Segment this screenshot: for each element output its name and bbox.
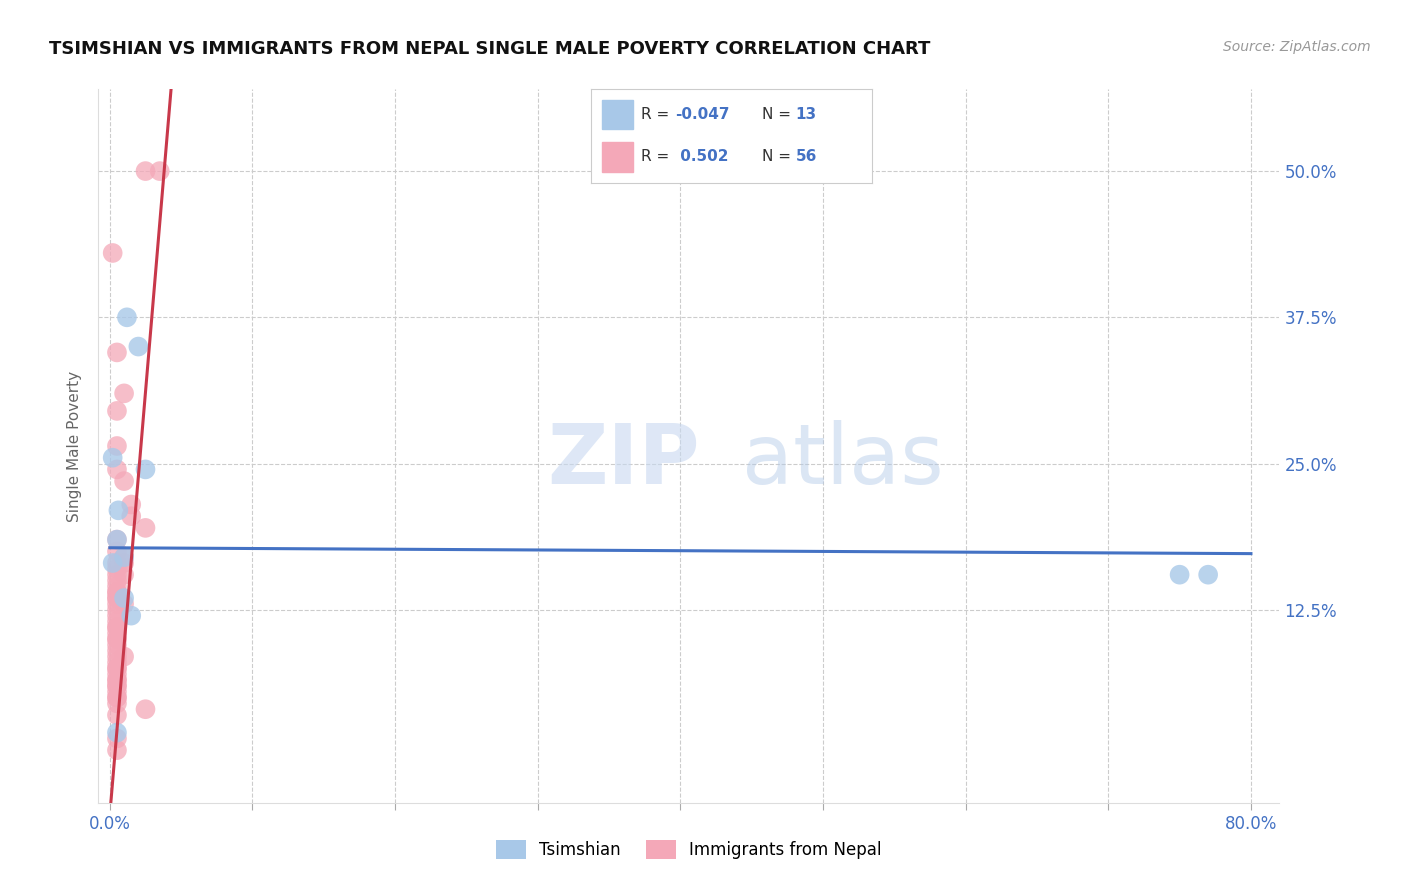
Point [134,702,156,716]
Point [105,638,128,652]
Point [105,667,128,681]
Text: R =: R = [641,107,675,122]
Point [134,462,156,476]
Point [134,521,156,535]
Point [105,661,128,675]
Point [105,679,128,693]
Point [120,608,142,623]
Bar [602,142,633,171]
Point [120,498,142,512]
Point [105,567,128,582]
Point [105,462,128,476]
Point [105,345,128,359]
Point [105,585,128,599]
Y-axis label: Single Male Poverty: Single Male Poverty [67,370,83,522]
Point [105,574,128,588]
Point [105,579,128,593]
Point [105,649,128,664]
Point [105,603,128,617]
Point [105,608,128,623]
Text: 13: 13 [796,107,817,122]
Text: TSIMSHIAN VS IMMIGRANTS FROM NEPAL SINGLE MALE POVERTY CORRELATION CHART: TSIMSHIAN VS IMMIGRANTS FROM NEPAL SINGL… [49,40,931,58]
Point [112,567,135,582]
Text: N =: N = [762,149,796,164]
Point [149,164,172,178]
Text: 56: 56 [796,149,817,164]
Point [105,591,128,605]
Point [105,544,128,558]
Point [101,450,124,465]
Bar [602,100,633,129]
Point [105,626,128,640]
Point [105,620,128,634]
Point [120,509,142,524]
Point [105,708,128,723]
Point [127,340,149,354]
Point [134,164,156,178]
Point [105,690,128,705]
Text: N =: N = [762,107,796,122]
Text: atlas: atlas [742,420,943,500]
Point [105,673,128,687]
Point [107,503,129,517]
Point [105,556,128,570]
Point [105,684,128,698]
Point [105,656,128,670]
Point [112,386,135,401]
Point [112,474,135,488]
Point [105,562,128,576]
Point [1197,567,1219,582]
Point [105,697,128,711]
Point [105,615,128,629]
Point [105,591,128,605]
Point [101,246,124,260]
Point [105,533,128,547]
Point [105,439,128,453]
Point [105,679,128,693]
Point [112,597,135,611]
Text: Source: ZipAtlas.com: Source: ZipAtlas.com [1223,40,1371,54]
Point [105,632,128,646]
Text: -0.047: -0.047 [675,107,730,122]
Point [105,725,128,739]
Text: R =: R = [641,149,675,164]
Point [105,731,128,746]
Point [115,310,138,325]
Point [112,591,135,605]
Point [105,533,128,547]
Point [105,632,128,646]
Text: ZIP: ZIP [547,420,700,500]
Point [101,556,124,570]
Point [112,556,135,570]
Legend: Tsimshian, Immigrants from Nepal: Tsimshian, Immigrants from Nepal [489,834,889,866]
Point [112,550,135,565]
Point [105,620,128,634]
Text: 0.502: 0.502 [675,149,728,164]
Point [105,597,128,611]
Point [1168,567,1191,582]
Point [105,644,128,658]
Point [105,585,128,599]
Point [105,661,128,675]
Point [112,649,135,664]
Point [105,404,128,418]
Point [105,690,128,705]
Point [105,673,128,687]
Point [112,550,135,565]
Point [105,743,128,757]
